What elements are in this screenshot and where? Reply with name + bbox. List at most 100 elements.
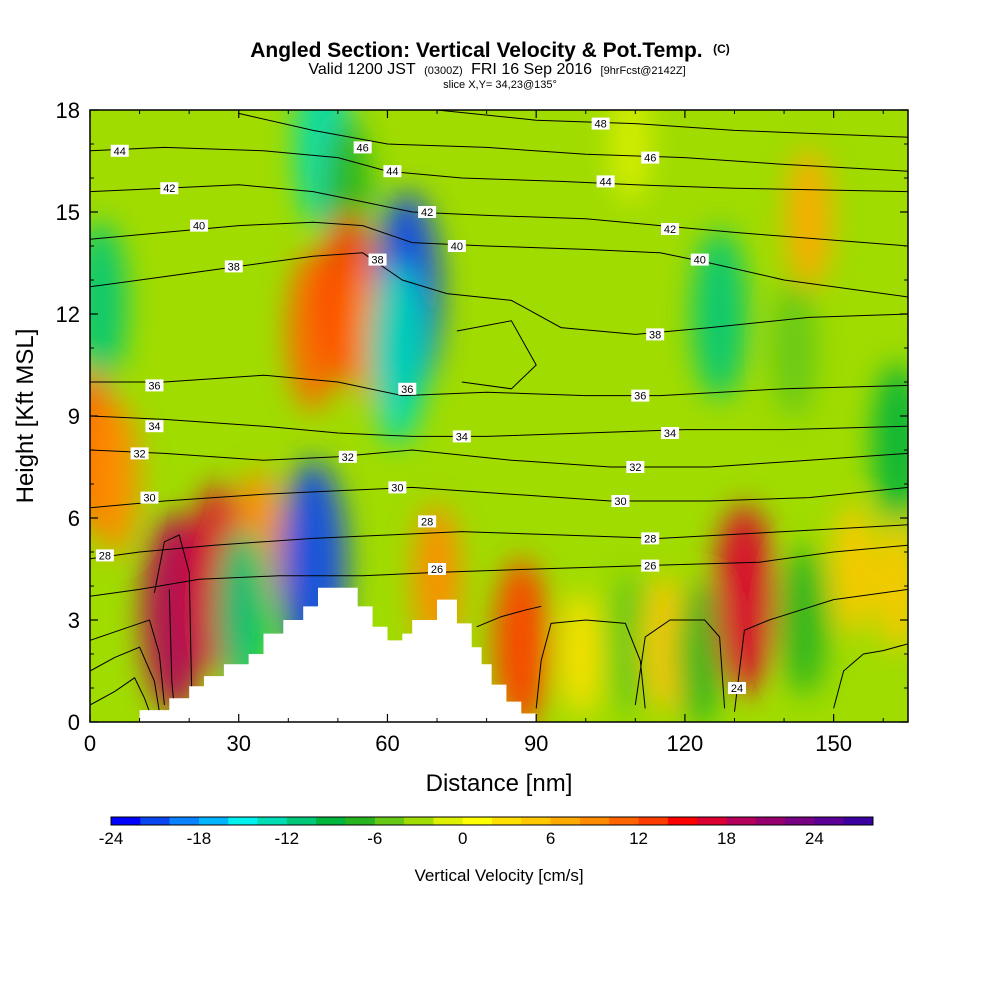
svg-text:44: 44 bbox=[386, 166, 398, 178]
y-tick-label-15: 15 bbox=[56, 200, 80, 225]
isentrope-label-40-0: 40 bbox=[190, 219, 209, 233]
colorbar-swatch-19 bbox=[667, 817, 698, 825]
svg-text:46: 46 bbox=[644, 153, 656, 165]
velocity-feature-27 bbox=[565, 217, 607, 343]
velocity-contour-5 bbox=[535, 619, 646, 709]
colorbar-tick-0: 0 bbox=[458, 829, 467, 848]
isentrope-label-40-2: 40 bbox=[690, 253, 709, 267]
isentrope-label-34-2: 34 bbox=[661, 427, 680, 440]
velocity-feature-16 bbox=[493, 558, 549, 722]
colorbar-tick--18: -18 bbox=[187, 829, 212, 848]
colorbar-label: Vertical Velocity [cm/s] bbox=[414, 866, 583, 885]
isentrope-label-28-1: 28 bbox=[418, 515, 437, 528]
svg-text:Angled Section: Vertical Veloc: Angled Section: Vertical Velocity & Pot.… bbox=[250, 39, 730, 62]
y-tick-label-18: 18 bbox=[56, 98, 80, 123]
isentrope-48 bbox=[436, 110, 908, 138]
y-axis-label: Height [Kft MSL] bbox=[12, 329, 39, 504]
valid-date: FRI 16 Sep 2016 bbox=[471, 61, 592, 78]
isentrope-label-34-1: 34 bbox=[452, 430, 471, 443]
svg-text:44: 44 bbox=[599, 176, 611, 188]
colorbar-swatch-14 bbox=[521, 817, 552, 825]
velocity-feature-0 bbox=[90, 221, 127, 387]
colorbar-tick-24: 24 bbox=[805, 829, 824, 848]
colorbar-swatch-21 bbox=[726, 817, 757, 825]
isentrope-label-32-1: 32 bbox=[338, 450, 357, 464]
svg-text:34: 34 bbox=[456, 431, 468, 443]
svg-text:38: 38 bbox=[371, 255, 383, 267]
y-tick-label-0: 0 bbox=[68, 710, 80, 735]
svg-text:34: 34 bbox=[664, 428, 676, 440]
colorbar-tick--24: -24 bbox=[99, 829, 124, 848]
isentrope-label-44-0: 44 bbox=[110, 144, 129, 158]
x-tick-label-60: 60 bbox=[375, 731, 399, 756]
colorbar-swatch-23 bbox=[785, 817, 815, 825]
colorbar-swatch-4 bbox=[228, 817, 259, 825]
y-tick-label-3: 3 bbox=[68, 608, 80, 633]
svg-text:32: 32 bbox=[342, 452, 354, 464]
x-tick-label-90: 90 bbox=[524, 731, 548, 756]
isentrope-46 bbox=[238, 112, 908, 172]
isentrope-label-38-1: 38 bbox=[368, 253, 387, 267]
isentrope-label-34-0: 34 bbox=[145, 420, 164, 433]
y-tick-label-12: 12 bbox=[56, 302, 80, 327]
y-tick-label-9: 9 bbox=[68, 404, 80, 429]
isentrope-44 bbox=[90, 146, 908, 193]
colorbar-swatch-5 bbox=[257, 817, 288, 825]
svg-text:28: 28 bbox=[99, 550, 111, 562]
colorbar-swatch-10 bbox=[404, 817, 434, 825]
colorbar-swatch-1 bbox=[140, 817, 171, 825]
colorbar-swatch-0 bbox=[111, 817, 141, 825]
velocity-feature-19 bbox=[643, 576, 688, 712]
colorbar-swatch-13 bbox=[492, 817, 522, 825]
svg-text:34: 34 bbox=[148, 421, 160, 433]
colorbar-swatch-16 bbox=[579, 817, 610, 825]
velocity-feature-26 bbox=[610, 110, 650, 204]
isentrope-label-48-0: 48 bbox=[591, 117, 610, 131]
y-tick-label-6: 6 bbox=[68, 506, 80, 531]
isentrope-label-24-0: 24 bbox=[727, 682, 746, 695]
isentrope-label-38-2: 38 bbox=[646, 328, 665, 341]
colorbar-tick--6: -6 bbox=[367, 829, 382, 848]
svg-text:26: 26 bbox=[644, 561, 656, 573]
isentrope-label-44-2: 44 bbox=[596, 175, 615, 188]
isentrope-30 bbox=[90, 486, 908, 509]
isentrope-label-26-1: 26 bbox=[641, 559, 660, 573]
isentrope-label-36-2: 36 bbox=[631, 389, 650, 403]
isentrope-label-28-0: 28 bbox=[95, 549, 114, 562]
valid-prefix: Valid 1200 JST bbox=[308, 61, 416, 78]
svg-text:28: 28 bbox=[421, 516, 433, 528]
svg-text:42: 42 bbox=[421, 207, 433, 219]
svg-text:36: 36 bbox=[634, 391, 646, 403]
x-tick-label-150: 150 bbox=[815, 731, 852, 756]
velocity-contour-9 bbox=[456, 320, 537, 390]
forecast-tag: [9hrFcst@2142Z] bbox=[601, 65, 686, 77]
isentrope-42 bbox=[90, 184, 908, 247]
velocity-feature-14 bbox=[368, 264, 427, 445]
isentrope-label-26-0: 26 bbox=[428, 563, 447, 576]
colorbar-swatch-12 bbox=[462, 817, 493, 825]
svg-text:46: 46 bbox=[357, 142, 369, 154]
svg-text:44: 44 bbox=[114, 146, 126, 158]
colorbar-swatch-22 bbox=[755, 817, 786, 825]
isentrope-34 bbox=[90, 415, 908, 437]
svg-text:36: 36 bbox=[401, 384, 413, 396]
velocity-contour-6 bbox=[634, 619, 726, 709]
velocity-contour-2 bbox=[90, 619, 165, 706]
colorbar-swatch-20 bbox=[697, 817, 727, 825]
valid-zulu: (0300Z) bbox=[424, 65, 463, 77]
svg-text:30: 30 bbox=[391, 482, 403, 494]
velocity-feature-2 bbox=[90, 399, 140, 555]
colorbar-swatch-15 bbox=[550, 817, 581, 825]
colorbar-swatch-2 bbox=[169, 817, 200, 825]
colorbar-swatch-24 bbox=[814, 817, 845, 825]
isentrope-label-32-0: 32 bbox=[130, 447, 149, 460]
velocity-contour-0 bbox=[90, 677, 150, 712]
svg-text:42: 42 bbox=[163, 183, 175, 195]
isentrope-24 bbox=[734, 588, 908, 712]
isentrope-label-44-1: 44 bbox=[383, 165, 402, 178]
plot-area: 24 26 26 28 28 28 30 30 30 32 32 32 34 34 34 36 36 36 38 38… bbox=[90, 110, 908, 722]
svg-text:28: 28 bbox=[644, 533, 656, 545]
colorbar-tick-12: 12 bbox=[629, 829, 648, 848]
